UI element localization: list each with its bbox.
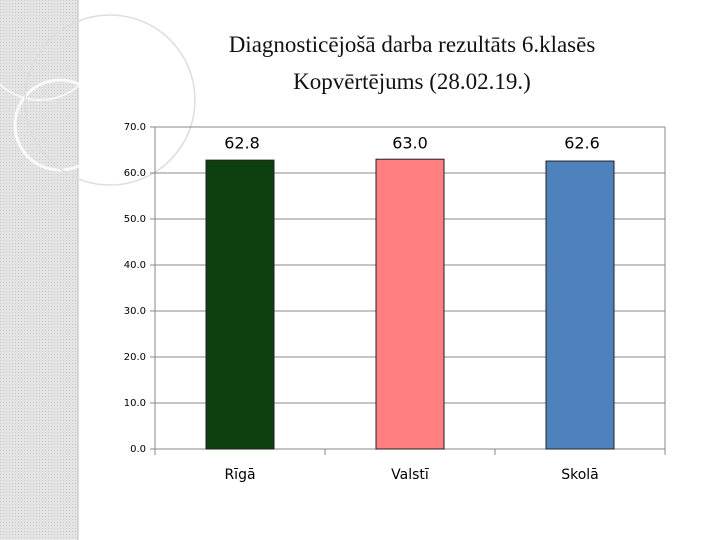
value-label: 62.6	[564, 134, 600, 153]
y-tick-label: 50.0	[124, 214, 146, 225]
y-tick-label: 70.0	[124, 122, 146, 133]
y-tick-label: 20.0	[124, 352, 146, 363]
y-tick-label: 40.0	[124, 260, 146, 271]
value-label: 62.8	[224, 134, 260, 153]
y-tick-label: 0.0	[130, 444, 146, 455]
x-tick-label: Valstī	[391, 467, 429, 483]
y-tick-label: 30.0	[124, 306, 146, 317]
value-label: 63.0	[392, 134, 428, 153]
sidebar	[0, 0, 196, 540]
x-tick-label: Rīgā	[224, 467, 255, 483]
bar	[545, 160, 615, 450]
y-tick-label: 60.0	[124, 168, 146, 179]
chart-subtitle: Kopvērtējums (28.02.19.)	[293, 69, 531, 94]
y-tick-label: 10.0	[124, 398, 146, 409]
x-tick-label: Skolā	[561, 467, 599, 483]
chart-title: Diagnosticējošā darba rezultāts 6.klasēs	[229, 32, 596, 57]
bar	[375, 158, 445, 450]
bar	[205, 159, 275, 450]
